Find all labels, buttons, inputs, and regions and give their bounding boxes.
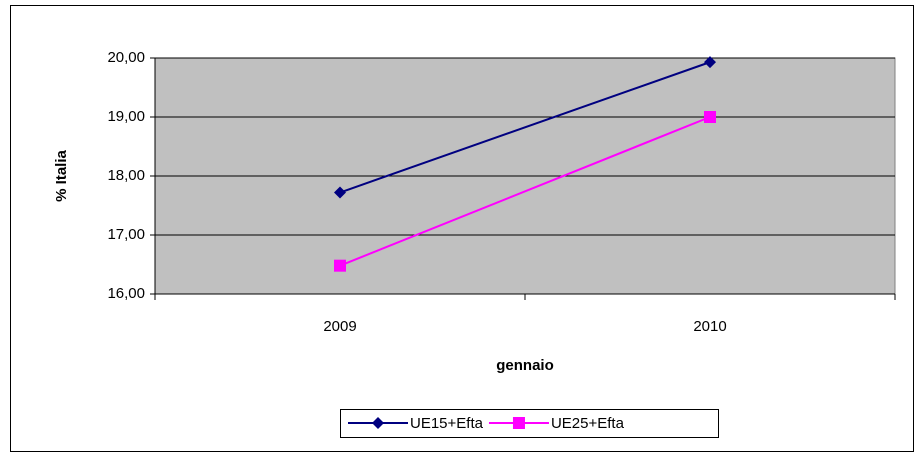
series-line <box>339 116 711 267</box>
marker <box>704 56 716 69</box>
marker <box>512 417 525 429</box>
legend-label: UE25+Efta <box>551 415 625 432</box>
y-axis-label: % Italia <box>53 149 70 201</box>
marker <box>704 111 716 123</box>
y-tick-label: 17,00 <box>107 226 145 243</box>
y-tick-label: 18,00 <box>107 167 145 184</box>
y-tick-label: 19,00 <box>107 108 145 125</box>
legend-label: UE15+Efta <box>410 415 484 432</box>
x-tick-label: 2010 <box>693 318 726 335</box>
marker <box>372 417 384 429</box>
marker <box>334 186 346 199</box>
series-line <box>339 61 711 194</box>
y-tick-label: 16,00 <box>107 285 145 302</box>
x-tick-label: 2009 <box>323 318 356 335</box>
y-tick-label: 20,00 <box>107 49 145 66</box>
x-axis-label: gennaio <box>496 357 554 374</box>
marker <box>334 259 346 272</box>
